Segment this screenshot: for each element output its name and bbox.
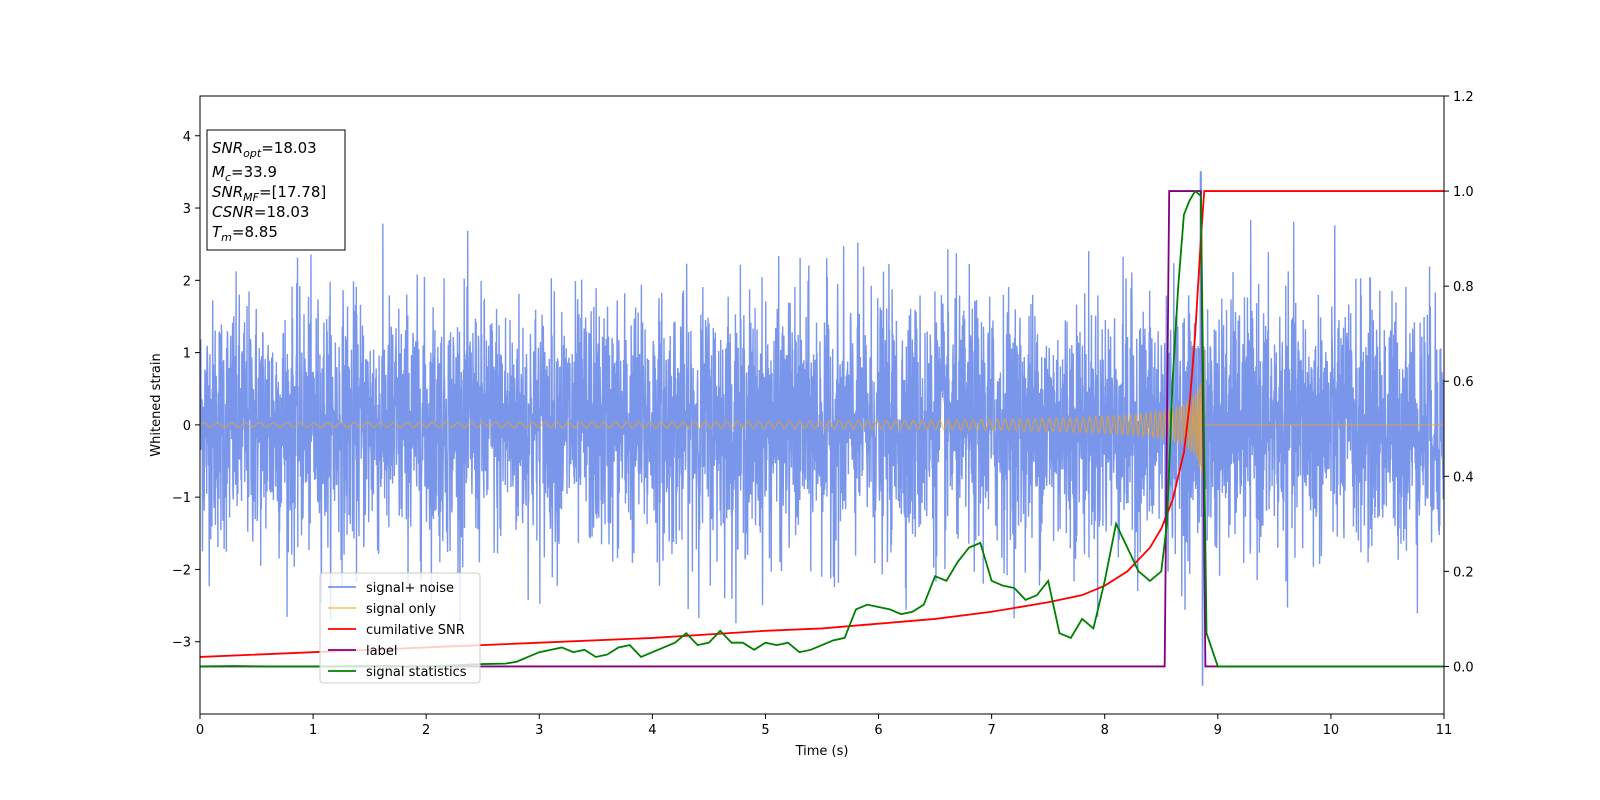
x-tick-label: 6 <box>874 723 882 738</box>
y-tick-label: −1 <box>172 491 191 506</box>
x-tick-label: 11 <box>1436 723 1453 738</box>
y-tick-label: 4 <box>183 130 191 145</box>
y2-tick-label: 0.4 <box>1453 470 1474 485</box>
annotation-line: SNRMF=[17.78] <box>212 183 326 204</box>
y-tick-label: −2 <box>172 563 191 578</box>
y-axis-label: Whitened strain <box>149 353 164 456</box>
x-tick-label: 1 <box>309 723 317 738</box>
x-tick-label: 10 <box>1323 723 1340 738</box>
x-tick-label: 2 <box>422 723 430 738</box>
annotation-line: Mc=33.9 <box>212 163 277 184</box>
y-tick-label: −3 <box>172 636 191 651</box>
x-tick-label: 8 <box>1101 723 1109 738</box>
annotation-line: CSNR=18.03 <box>212 203 309 221</box>
x-axis-label: Time (s) <box>795 744 849 759</box>
y2-tick-label: 1.2 <box>1453 90 1474 105</box>
annotation-line: SNRopt=18.03 <box>212 139 317 160</box>
y-tick-label: 3 <box>183 202 191 217</box>
x-tick-label: 0 <box>196 723 204 738</box>
legend-label: cumilative SNR <box>366 623 465 638</box>
x-tick-label: 5 <box>761 723 769 738</box>
annotation-box: SNRopt=18.03 Mc=33.9SNRMF=[17.78]CSNR=18.… <box>207 130 345 250</box>
legend: signal+ noise signal only cumilative SNR la… <box>320 573 480 683</box>
x-tick-label: 3 <box>535 723 543 738</box>
y2-tick-label: 0.2 <box>1453 565 1474 580</box>
legend-label: signal+ noise <box>366 581 454 596</box>
x-tick-label: 4 <box>648 723 656 738</box>
y-tick-label: 0 <box>183 419 191 434</box>
x-tick-label: 9 <box>1214 723 1222 738</box>
y2-tick-label: 1.0 <box>1453 185 1474 200</box>
y-tick-label: 2 <box>183 274 191 289</box>
x-tick-label: 7 <box>987 723 995 738</box>
y2-tick-label: 0.0 <box>1453 660 1474 675</box>
y-tick-label: 1 <box>183 347 191 362</box>
y2-tick-label: 0.8 <box>1453 280 1474 295</box>
legend-label: label <box>366 644 397 659</box>
legend-label: signal statistics <box>366 665 467 680</box>
legend-label: signal only <box>366 602 436 617</box>
y2-tick-label: 0.6 <box>1453 375 1474 390</box>
